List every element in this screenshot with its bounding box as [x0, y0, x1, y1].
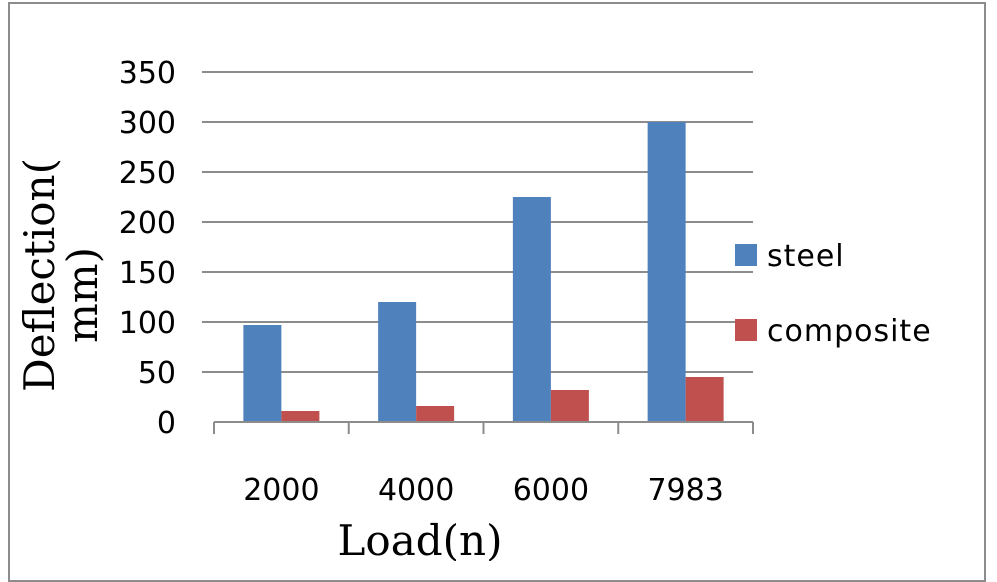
legend: steel composite	[735, 239, 932, 349]
x-tick-label: 7983	[647, 473, 723, 508]
x-axis-title: Load(n)	[338, 516, 503, 561]
legend-label-composite: composite	[767, 314, 932, 349]
legend-swatch-composite	[735, 319, 757, 341]
y-tick-label: 150	[119, 256, 176, 291]
bar-composite-4000	[416, 406, 455, 422]
legend-label-steel: steel	[767, 239, 845, 274]
bar-composite-2000	[281, 411, 320, 422]
y-axis-title-line-1: Deflection(	[15, 158, 64, 392]
y-axis-title: Deflection( mm)	[15, 158, 107, 392]
bars	[243, 122, 724, 422]
bar-steel-2000	[243, 325, 282, 422]
x-tick-label: 4000	[378, 473, 454, 508]
bar-steel-7983	[647, 122, 686, 422]
y-tick-label: 350	[119, 56, 176, 91]
y-tick-label: 300	[119, 106, 176, 141]
y-tick-label: 50	[138, 356, 176, 391]
bar-steel-4000	[378, 302, 417, 422]
y-tick-label: 100	[119, 306, 176, 341]
bar-steel-6000	[512, 197, 551, 422]
y-tick-label: 200	[119, 206, 176, 241]
x-tick-label: 6000	[513, 473, 589, 508]
y-tick-label: 0	[157, 406, 176, 441]
y-axis-title-line-2: mm)	[58, 247, 107, 343]
bar-composite-6000	[550, 390, 589, 422]
x-axis-ticks: 2000 4000 6000 7983	[243, 473, 724, 508]
y-tick-label: 250	[119, 156, 176, 191]
bar-composite-7983	[685, 377, 724, 422]
x-axis	[213, 421, 754, 434]
x-tick-label: 2000	[243, 473, 319, 508]
bar-chart: 0 50 100 150 200 250 300 350 2000 4000 6000 7983 s…	[15, 56, 932, 561]
legend-swatch-steel	[735, 244, 757, 266]
chart-frame	[8, 2, 986, 582]
y-axis-ticks: 0 50 100 150 200 250 300 350	[119, 56, 176, 441]
